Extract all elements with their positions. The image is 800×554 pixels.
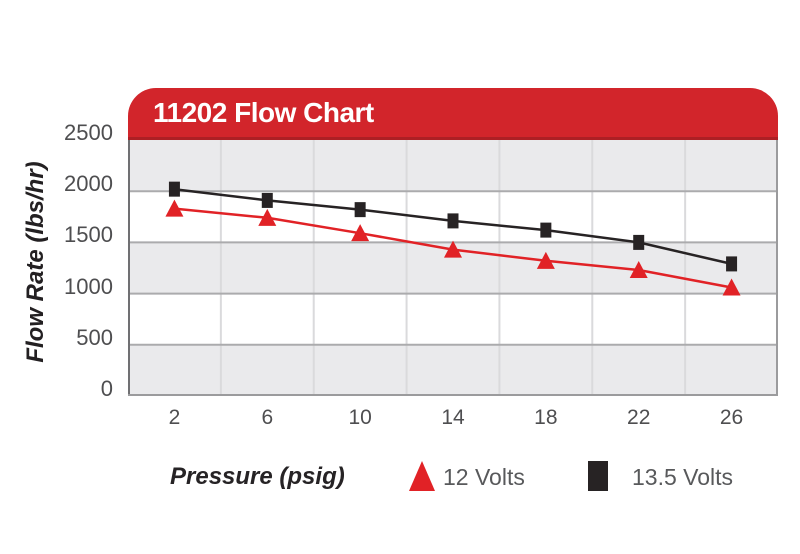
plot-area [128,140,778,396]
marker-triangle [165,199,184,217]
y-tick-label: 2500 [64,120,113,145]
marker-square [168,181,180,197]
x-tick-label: 26 [719,406,744,429]
x-tick-label: 10 [348,406,372,429]
x-tick-label: 14 [441,406,465,429]
y-tick-label: 0 [100,376,113,401]
marker-triangle [722,278,741,296]
x-tick-label: 2 [168,406,181,429]
marker-square [447,213,459,229]
legend-label: 13.5 Volts [632,464,734,490]
y-tick-label: 500 [76,324,113,350]
marker-square [726,256,738,272]
x-axis-title: Pressure (psig) [170,463,345,490]
chart-title: 11202 Flow Chart [153,96,374,128]
y-tick-label: 2000 [64,171,113,197]
marker-triangle [351,224,370,242]
legend-label: 12 Volts [443,464,525,490]
x-tick-label: 6 [261,406,274,429]
marker-square [354,202,366,218]
marker-triangle [629,261,648,279]
plot-band [128,293,778,345]
plot-band [128,140,778,192]
x-tick-label: 18 [534,406,558,429]
marker-triangle [536,251,555,269]
y-tick-label: 1500 [64,222,113,248]
chart-title-banner: 11202 Flow Chart [128,88,778,140]
legend-square-icon [588,461,608,491]
chart-canvas [128,140,778,396]
marker-triangle [258,208,277,226]
legend-triangle-icon [409,461,435,491]
y-axis-title: Flow Rate (lbs/hr) [22,161,49,363]
x-tick-label: 22 [627,406,651,429]
plot-band [128,344,778,396]
marker-square [261,192,273,208]
y-tick-label: 1000 [64,273,113,299]
marker-square [540,222,552,238]
marker-square [633,234,645,250]
marker-triangle [444,240,462,258]
